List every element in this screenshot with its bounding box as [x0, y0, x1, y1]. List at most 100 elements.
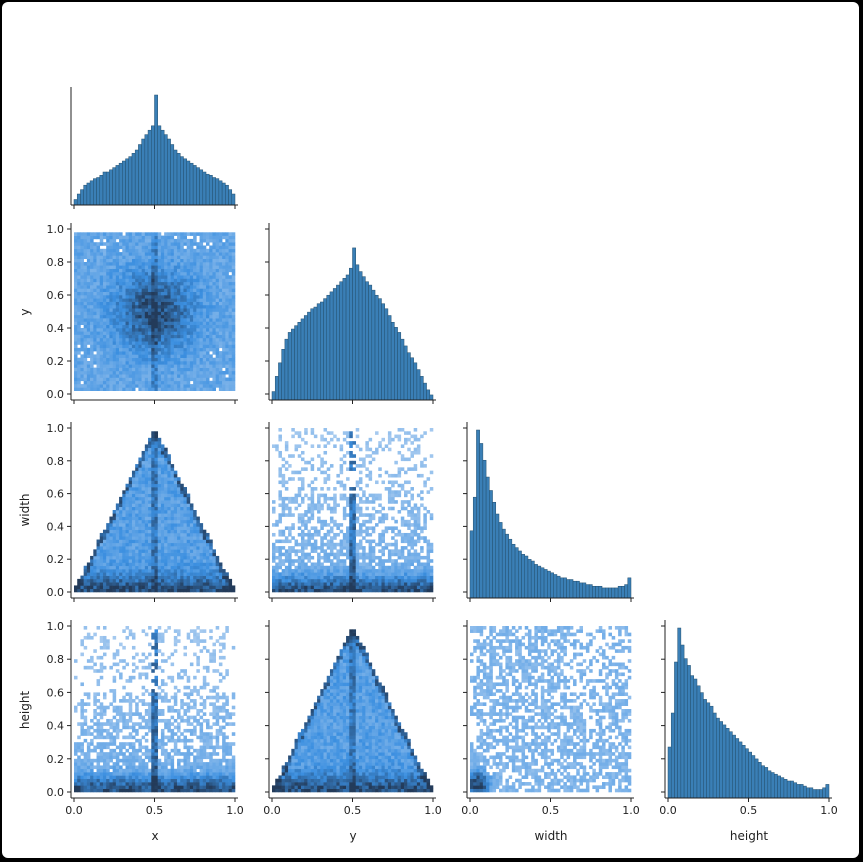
hex-cell [160, 503, 165, 508]
hex-cell [222, 278, 226, 283]
hex-cell [115, 341, 120, 345]
hex-cell [212, 377, 216, 382]
hex-cell [173, 500, 178, 504]
hex-cell [177, 295, 181, 299]
hex-cell [202, 321, 207, 325]
hex-cell [154, 467, 159, 471]
hex-cell [141, 380, 146, 385]
hex-cell [202, 285, 207, 289]
hex-cell [416, 575, 421, 580]
hex-cell [131, 278, 136, 283]
hex-cell [125, 281, 130, 286]
hex-cell [206, 582, 210, 586]
hex-cell [102, 318, 107, 322]
hex-cell [323, 477, 328, 481]
hex-cell [307, 539, 311, 544]
hex-cell [99, 374, 104, 378]
hex-cell [371, 552, 376, 557]
hex-cell [196, 295, 200, 299]
hex-cell [323, 500, 328, 504]
hex-cell [394, 539, 398, 544]
hex-cell [148, 549, 152, 553]
hex-cell [206, 354, 210, 358]
hex-cell [157, 526, 162, 530]
hex-cell [128, 337, 133, 342]
hex-cell [154, 328, 159, 332]
hex-cell [368, 532, 373, 537]
hex-cell [93, 337, 97, 342]
hex-cell [160, 271, 165, 276]
hex-cell [400, 487, 405, 491]
hex-cell [148, 529, 152, 534]
hex-cell [135, 245, 139, 250]
hex-cell [157, 344, 162, 349]
hex-cell [349, 450, 353, 455]
hex-cell [119, 569, 123, 573]
hex-cell [173, 562, 178, 567]
hex-cell [349, 555, 353, 560]
hex-cell [215, 575, 220, 580]
hex-cell [96, 387, 101, 391]
hex-cell [141, 450, 146, 455]
hex-cell [138, 506, 142, 511]
hex-cell [112, 248, 117, 253]
hex-cell [186, 304, 191, 309]
hex-cell [112, 271, 117, 276]
hex-cell [342, 585, 347, 590]
hex-cell [333, 562, 337, 567]
hist-bar [189, 162, 194, 206]
hex-cell [304, 441, 308, 445]
hex-cell [209, 572, 213, 576]
hex-cell [352, 549, 357, 553]
hex-cell [362, 559, 366, 563]
hex-cell [131, 245, 136, 250]
hex-cell [167, 252, 171, 256]
hex-cell [135, 328, 139, 332]
hex-cell [329, 559, 334, 563]
hex-cell [300, 552, 305, 557]
hex-cell [291, 434, 295, 439]
hex-cell [99, 238, 104, 243]
hex-cell [122, 301, 126, 306]
hex-cell [180, 262, 184, 266]
hex-cell [291, 428, 295, 432]
hex-cell [141, 384, 146, 388]
hex-cell [199, 248, 204, 253]
hex-cell [349, 585, 353, 590]
hex-cell [183, 354, 187, 358]
hex-cell [167, 483, 171, 488]
hex-cell [225, 304, 229, 309]
hex-cell [170, 546, 175, 550]
hex-cell [404, 559, 408, 563]
hex-cell [74, 380, 78, 385]
hist-bar [170, 144, 175, 206]
hex-cell [154, 314, 159, 319]
hex-cell [313, 477, 318, 481]
hex-cell [109, 285, 113, 289]
hex-cell [138, 578, 142, 583]
hex-cell [416, 565, 421, 570]
hex-cell [173, 255, 178, 259]
hex-cell [144, 364, 149, 368]
hist-bar [316, 303, 321, 401]
hex-cell [209, 367, 213, 372]
hex-cell [74, 268, 78, 273]
hex-cell [375, 447, 379, 452]
hex-cell [209, 288, 213, 292]
hex-cell [339, 464, 344, 468]
hex-cell [206, 304, 210, 309]
hex-cell [74, 344, 78, 349]
hex-cell [157, 281, 162, 286]
hex-cell [144, 341, 149, 345]
hex-cell [160, 258, 165, 263]
hex-cell [157, 288, 162, 292]
hex-cell [77, 585, 81, 590]
hex-cell [206, 562, 210, 567]
hex-cell [183, 314, 187, 319]
hex-cell [342, 516, 347, 521]
hex-cell [154, 367, 159, 372]
hex-cell [148, 519, 152, 524]
hex-cell [193, 374, 197, 378]
hex-cell [167, 496, 171, 501]
hex-cell [225, 288, 229, 292]
